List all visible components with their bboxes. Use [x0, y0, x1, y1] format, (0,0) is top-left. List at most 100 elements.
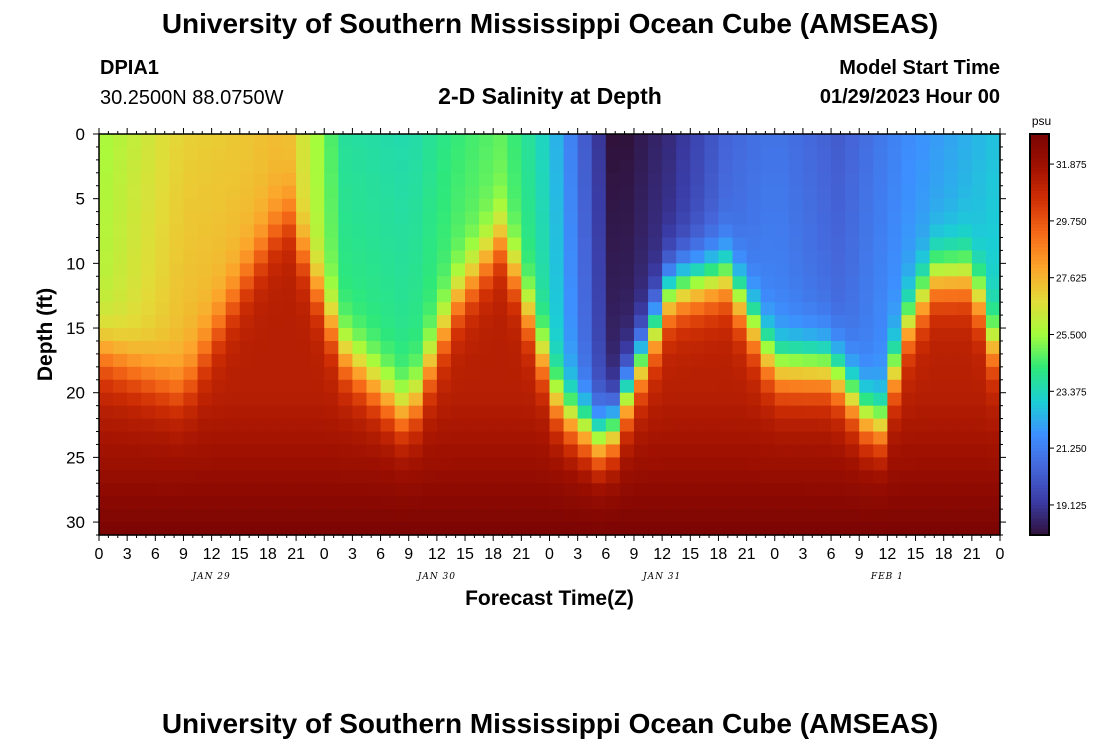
- heatmap-cell: [450, 353, 466, 368]
- heatmap-cell: [774, 431, 790, 446]
- heatmap-cell: [422, 379, 438, 394]
- colorbar-swatch: [1030, 207, 1049, 212]
- heatmap-cell: [774, 172, 790, 187]
- heatmap-cell: [605, 366, 621, 381]
- colorbar-swatch: [1030, 234, 1049, 239]
- heatmap-cell: [253, 340, 269, 355]
- heatmap-cell: [957, 172, 973, 187]
- heatmap-cell: [521, 172, 537, 187]
- heatmap-cell: [479, 522, 494, 536]
- heatmap-cell: [605, 353, 621, 368]
- heatmap-cell: [901, 185, 917, 200]
- heatmap-cell: [113, 522, 128, 536]
- heatmap-cell: [549, 470, 565, 484]
- heatmap-cell: [760, 366, 776, 381]
- colorbar-swatch: [1030, 204, 1049, 209]
- heatmap-cell: [816, 496, 832, 510]
- heatmap-cell: [211, 509, 227, 523]
- heatmap-cell: [324, 185, 339, 200]
- heatmap-cell: [929, 224, 945, 239]
- heatmap-cell: [591, 379, 607, 394]
- heatmap-cell: [535, 328, 551, 342]
- heatmap-cell: [718, 276, 734, 290]
- heatmap-cell: [985, 185, 1001, 200]
- heatmap-cell: [296, 224, 311, 239]
- heatmap-cell: [816, 366, 832, 381]
- heatmap-cell: [113, 172, 128, 187]
- heatmap-cell: [253, 379, 269, 394]
- heatmap-cell: [971, 250, 987, 264]
- heatmap-cell: [859, 172, 874, 187]
- heatmap-cell: [141, 509, 156, 523]
- heatmap-cell: [605, 146, 621, 161]
- heatmap-cell: [141, 328, 156, 342]
- heatmap-cell: [591, 146, 607, 161]
- heatmap-cell: [465, 431, 480, 446]
- heatmap-cell: [366, 392, 382, 407]
- heatmap-cell: [662, 405, 677, 420]
- heatmap-cell: [394, 483, 410, 497]
- heatmap-cell: [662, 263, 677, 277]
- heatmap-cell: [239, 405, 255, 420]
- heatmap-cell: [408, 237, 424, 252]
- heatmap-cell: [788, 431, 804, 446]
- heatmap-cell: [816, 392, 832, 407]
- colorbar-swatch: [1030, 210, 1049, 215]
- heatmap-cell: [155, 172, 170, 187]
- heatmap-cell: [690, 134, 705, 148]
- heatmap-cell: [929, 263, 945, 277]
- heatmap-cell: [169, 263, 185, 277]
- heatmap-cell: [690, 328, 705, 342]
- heatmap-cell: [450, 211, 466, 226]
- heatmap-cell: [465, 496, 480, 510]
- heatmap-cell: [253, 302, 269, 316]
- heatmap-cell: [746, 496, 762, 510]
- heatmap-cell: [253, 250, 269, 264]
- heatmap-cell: [746, 405, 762, 420]
- heatmap-cell: [197, 302, 213, 316]
- heatmap-cell: [929, 276, 945, 290]
- heatmap-cell: [929, 172, 945, 187]
- heatmap-cell: [901, 159, 917, 174]
- x-tick-label: 21: [512, 546, 530, 563]
- heatmap-cell: [873, 405, 888, 420]
- heatmap-cell: [535, 366, 551, 381]
- heatmap-cell: [380, 470, 396, 484]
- heatmap-cell: [493, 405, 508, 420]
- heatmap-cell: [535, 496, 551, 510]
- heatmap-cell: [577, 250, 593, 264]
- heatmap-cell: [296, 444, 311, 458]
- heatmap-cell: [239, 470, 255, 484]
- heatmap-cell: [619, 522, 635, 536]
- heatmap-cell: [408, 198, 424, 213]
- heatmap-cell: [535, 263, 551, 277]
- heatmap-cell: [788, 237, 804, 252]
- heatmap-cell: [591, 418, 607, 433]
- heatmap-cell: [338, 353, 354, 368]
- heatmap-cell: [141, 522, 156, 536]
- heatmap-cell: [169, 483, 185, 497]
- colorbar-swatch: [1030, 331, 1049, 336]
- heatmap-cell: [605, 328, 621, 342]
- heatmap-cell: [943, 224, 959, 239]
- heatmap-cell: [113, 276, 128, 290]
- heatmap-cell: [704, 340, 720, 355]
- heatmap-cell: [127, 185, 142, 200]
- heatmap-cell: [422, 353, 438, 368]
- heatmap-cell: [183, 340, 199, 355]
- heatmap-cell: [296, 418, 311, 433]
- heatmap-cell: [887, 418, 903, 433]
- colorbar-swatch: [1030, 418, 1049, 422]
- heatmap-cell: [901, 483, 917, 497]
- heatmap-cell: [831, 172, 846, 187]
- heatmap-cell: [943, 392, 959, 407]
- heatmap-cell: [394, 457, 410, 471]
- heatmap-cell: [521, 366, 537, 381]
- heatmap-cell: [732, 198, 748, 213]
- heatmap-cell: [746, 276, 762, 290]
- heatmap-cell: [760, 172, 776, 187]
- heatmap-cell: [802, 392, 818, 407]
- heatmap-cell: [676, 185, 691, 200]
- heatmap-cell: [422, 172, 438, 187]
- heatmap-cell: [676, 509, 691, 523]
